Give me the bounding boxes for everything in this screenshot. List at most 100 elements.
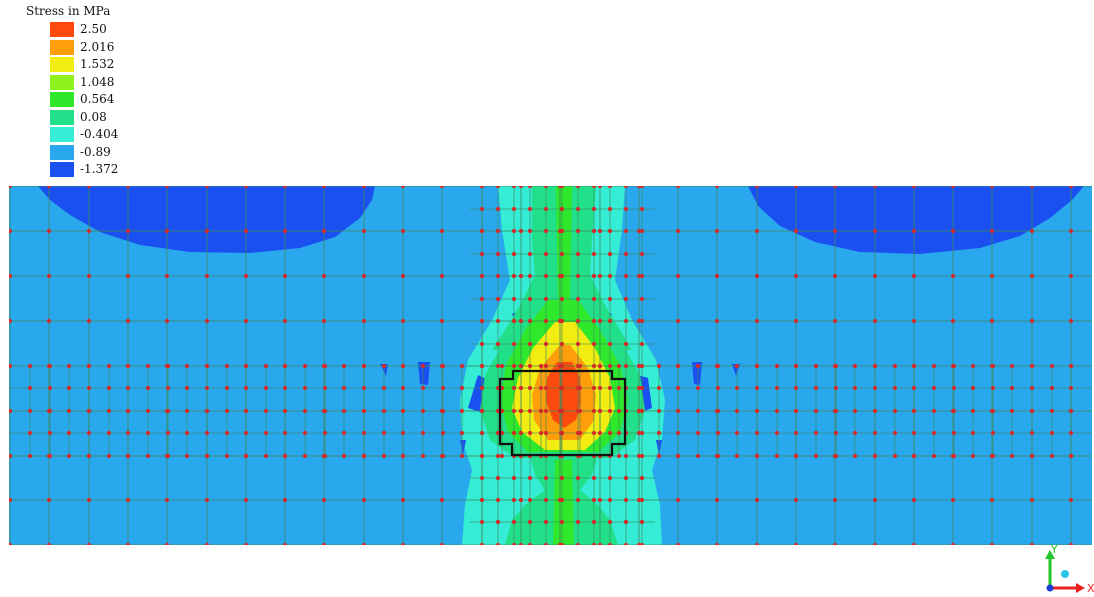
mesh-node bbox=[832, 228, 838, 234]
mesh-node bbox=[774, 453, 780, 459]
mesh-node bbox=[543, 408, 549, 414]
mesh-node bbox=[204, 228, 210, 234]
mesh-node bbox=[575, 475, 581, 481]
mesh-node bbox=[495, 206, 501, 212]
mesh-node bbox=[714, 318, 720, 324]
mesh-node bbox=[989, 273, 995, 279]
mesh-node bbox=[813, 430, 819, 436]
mesh-node bbox=[86, 497, 92, 503]
mesh-node bbox=[852, 408, 858, 414]
mesh-node bbox=[106, 363, 112, 369]
mesh-node bbox=[204, 273, 210, 279]
mesh-node bbox=[990, 453, 996, 459]
mesh-node bbox=[164, 542, 170, 545]
mesh-node bbox=[597, 318, 603, 324]
mesh-node bbox=[495, 228, 501, 234]
mesh-node bbox=[440, 385, 446, 391]
mesh-node bbox=[734, 453, 740, 459]
mesh-node bbox=[495, 497, 501, 503]
mesh-node bbox=[164, 318, 170, 324]
mesh-node bbox=[695, 363, 701, 369]
mesh-node bbox=[282, 228, 288, 234]
stress-region-column-core-bottom bbox=[553, 460, 574, 545]
mesh-node bbox=[715, 430, 721, 436]
mesh-node bbox=[511, 475, 517, 481]
mesh-node bbox=[282, 363, 288, 369]
mesh-node bbox=[591, 228, 597, 234]
mesh-node bbox=[639, 497, 645, 503]
mesh-node bbox=[511, 228, 517, 234]
mesh-node bbox=[872, 542, 878, 545]
legend-label: -0.89 bbox=[80, 144, 111, 159]
mesh-node bbox=[321, 273, 327, 279]
mesh-node bbox=[106, 453, 112, 459]
mesh-node bbox=[302, 430, 308, 436]
mesh-node bbox=[591, 475, 597, 481]
mesh-node bbox=[527, 318, 533, 324]
mesh-node bbox=[607, 296, 613, 302]
legend-row: 0.564 bbox=[22, 91, 118, 109]
legend-row: -1.372 bbox=[22, 161, 118, 179]
mesh-node bbox=[559, 430, 565, 436]
mesh-node bbox=[511, 408, 517, 414]
mesh-node bbox=[66, 430, 72, 436]
mesh-node bbox=[459, 408, 465, 414]
mesh-node bbox=[656, 385, 662, 391]
mesh-node bbox=[527, 430, 533, 436]
mesh-node bbox=[559, 519, 565, 525]
mesh-node bbox=[86, 385, 92, 391]
mesh-node bbox=[639, 385, 645, 391]
mesh-node bbox=[990, 430, 996, 436]
mesh-node bbox=[872, 385, 878, 391]
mesh-node bbox=[527, 519, 533, 525]
mesh-node bbox=[165, 430, 171, 436]
mesh-node bbox=[495, 318, 501, 324]
mesh-node bbox=[1068, 385, 1074, 391]
mesh-node bbox=[607, 341, 613, 347]
mesh-node bbox=[27, 430, 33, 436]
mesh-node bbox=[543, 318, 549, 324]
mesh-node bbox=[543, 475, 549, 481]
mesh-node bbox=[636, 408, 642, 414]
mesh-node bbox=[86, 273, 92, 279]
mesh-node bbox=[400, 363, 406, 369]
mesh-node bbox=[543, 430, 549, 436]
mesh-node bbox=[204, 318, 210, 324]
mesh-node bbox=[495, 542, 501, 545]
mesh-node bbox=[9, 408, 13, 414]
mesh-node bbox=[754, 453, 760, 459]
mesh-node bbox=[479, 519, 485, 525]
mesh-node bbox=[381, 363, 387, 369]
mesh-node bbox=[774, 385, 780, 391]
mesh-node bbox=[106, 385, 112, 391]
mesh-node bbox=[224, 453, 230, 459]
mesh-node bbox=[243, 385, 249, 391]
mesh-node bbox=[591, 385, 597, 391]
legend-label: 2.016 bbox=[80, 39, 115, 54]
mesh-node bbox=[591, 519, 597, 525]
mesh-node bbox=[495, 363, 501, 369]
mesh-node bbox=[911, 228, 917, 234]
mesh-node bbox=[495, 273, 501, 279]
mesh-node bbox=[607, 206, 613, 212]
mesh-node bbox=[639, 186, 645, 189]
mesh-node bbox=[518, 186, 524, 189]
mesh-node bbox=[86, 186, 92, 189]
mesh-node bbox=[872, 318, 878, 324]
mesh-node bbox=[695, 453, 701, 459]
mesh-node bbox=[538, 408, 544, 414]
legend-label: -0.404 bbox=[80, 127, 119, 142]
mesh-node bbox=[1068, 186, 1074, 189]
mesh-node bbox=[1068, 228, 1074, 234]
mesh-node bbox=[439, 273, 445, 279]
mesh-node bbox=[184, 385, 190, 391]
mesh-node bbox=[204, 186, 210, 189]
mesh-node bbox=[1068, 542, 1074, 545]
mesh-node bbox=[361, 228, 367, 234]
mesh-node bbox=[695, 408, 701, 414]
mesh-node bbox=[27, 363, 33, 369]
mesh-node bbox=[575, 363, 581, 369]
mesh-node bbox=[527, 186, 533, 189]
mesh-node bbox=[511, 542, 517, 545]
mesh-node bbox=[591, 318, 597, 324]
